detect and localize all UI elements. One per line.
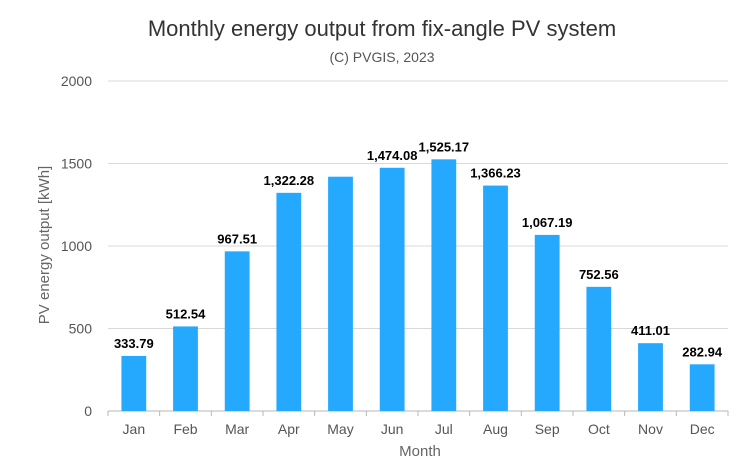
data-label-aug: 1,366.23: [470, 166, 521, 181]
data-label-sep: 1,067.19: [522, 215, 573, 230]
x-tick-label-mar: Mar: [225, 421, 249, 437]
x-tick-label-jul: Jul: [435, 421, 453, 437]
data-label-apr: 1,322.28: [264, 173, 315, 188]
data-label-jul: 1,525.17: [419, 139, 470, 154]
data-label-jan: 333.79: [114, 336, 154, 351]
x-axis-label: Month: [399, 443, 441, 460]
y-axis-label: PV energy output [kWh]: [36, 166, 53, 324]
x-tick-label-feb: Feb: [173, 421, 197, 437]
grid-lines: [108, 80, 728, 412]
x-tick-label-sep: Sep: [535, 421, 560, 437]
y-tick-label: 1500: [61, 156, 92, 172]
x-tick-label-apr: Apr: [278, 421, 300, 437]
x-tick-label-nov: Nov: [638, 421, 663, 437]
data-label-nov: 411.01: [631, 323, 670, 338]
bar-may: [328, 176, 353, 411]
chart-title: Monthly energy output from fix-angle PV …: [148, 16, 616, 41]
data-label-oct: 752.56: [579, 267, 619, 282]
bar-jul: [431, 159, 457, 411]
x-tick-label-jun: Jun: [381, 421, 404, 437]
bar-dec: [689, 364, 715, 411]
data-label-jun: 1,474.08: [367, 148, 418, 163]
y-tick-label: 2000: [61, 73, 92, 89]
data-label-dec: 282.94: [682, 344, 723, 359]
bar-nov: [638, 343, 663, 411]
bar-aug: [483, 185, 508, 411]
data-label-feb: 512.54: [166, 306, 207, 321]
chart-subtitle: (C) PVGIS, 2023: [329, 49, 434, 65]
y-tick-label: 1000: [61, 238, 92, 254]
x-tick-label-aug: Aug: [483, 421, 508, 437]
y-axis-ticks: 0 500 1000 1500 2000: [61, 73, 92, 419]
bar-sep: [534, 234, 560, 411]
y-tick-label: 0: [84, 403, 92, 419]
x-tick-label-oct: Oct: [588, 421, 610, 437]
x-tick-label-may: May: [327, 421, 353, 437]
x-axis-ticks: Jan Feb Mar Apr May Jun Jul Aug Sep Oct Nov Dec: [107, 411, 729, 437]
x-tick-label-jan: Jan: [123, 421, 146, 437]
bar-oct: [586, 286, 612, 411]
x-tick-label-dec: Dec: [690, 421, 715, 437]
bar-jun: [379, 167, 405, 411]
data-label-mar: 967.51: [217, 231, 257, 246]
data-labels: 333.79 512.54 967.51 1,322.28 1,474.081,525.…: [114, 139, 723, 359]
bars: [121, 159, 715, 411]
bar-jan: [121, 355, 147, 411]
y-tick-label: 500: [69, 321, 93, 337]
bar-mar: [224, 251, 250, 411]
bar-feb: [173, 326, 198, 411]
bar-apr: [276, 192, 302, 411]
